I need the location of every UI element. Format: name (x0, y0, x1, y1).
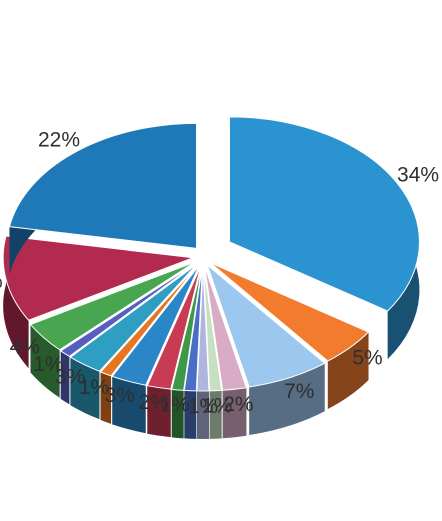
pie-slice-1 (210, 262, 370, 362)
pie-label-3: 2% (223, 393, 253, 416)
pie-label-9: 3% (105, 384, 135, 407)
pie-slice-9 (111, 264, 200, 386)
pie-slice-5 (196, 265, 210, 392)
pie-label-4: 1% (202, 394, 232, 417)
pie-label-5: 1% (188, 395, 218, 418)
pie-label-0: 34% (397, 163, 439, 186)
pie-label-11: 3% (55, 365, 85, 388)
pie-label-1: 5% (352, 346, 382, 369)
pie-slice-3 (204, 265, 248, 391)
pie-slice-0 (228, 116, 420, 312)
pie-slice-side-10 (100, 371, 112, 424)
pie-slices (2, 116, 420, 440)
pie-label-14: 11% (0, 270, 3, 293)
pie-slice-13 (29, 261, 196, 351)
pie-slice-10 (99, 264, 199, 377)
pie-slice-side-14 (3, 236, 29, 369)
pie-slice-side-4 (209, 390, 222, 439)
pie-label-15: 22% (38, 128, 80, 151)
pie-slice-7 (171, 265, 203, 391)
pie-slice-side-8 (147, 385, 171, 438)
pie-slice-side-3 (222, 387, 247, 439)
pie-slice-side-12 (60, 350, 70, 405)
pie-slice-12 (59, 262, 197, 357)
pie-slice-6 (183, 265, 203, 392)
pie-slice-2 (206, 263, 326, 388)
pie-slice-11 (69, 263, 198, 372)
pie-slice-4 (203, 265, 223, 392)
pie-slice-side-13 (30, 324, 60, 398)
pie-slice-side-11 (70, 357, 100, 420)
pie-slice-15 (8, 122, 198, 249)
pie-slice-side-2 (249, 363, 325, 435)
pie-label-8: 2% (138, 391, 168, 414)
pie-slice-side-7 (171, 389, 184, 439)
pie-slice-side-9 (112, 376, 146, 434)
pie-slice-side-1 (327, 332, 369, 410)
pie-label-13: 4% (10, 335, 40, 358)
pie-labels: 34%5%7%2%1%1%1%2%3%1%3%1%4%11%22% (0, 128, 439, 417)
pie-label-7: 1% (159, 394, 189, 417)
pie-slice-side-5 (196, 390, 210, 440)
pie-label-2: 7% (284, 380, 314, 403)
pie-slice-8 (146, 265, 202, 390)
pie-label-12: 1% (33, 353, 63, 376)
pie-label-10: 1% (79, 376, 109, 399)
pie-slice-14 (2, 235, 194, 321)
pie-slice-side-6 (184, 390, 197, 439)
